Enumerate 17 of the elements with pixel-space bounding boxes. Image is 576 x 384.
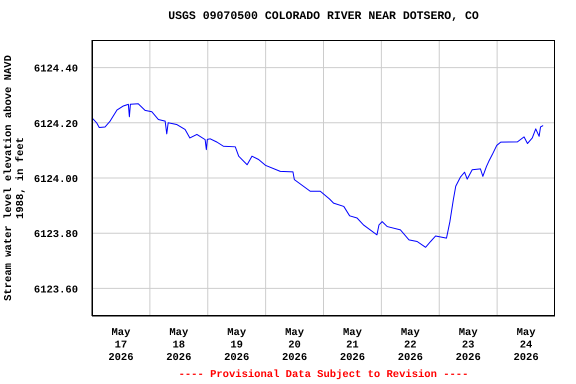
x-tick-label: May 20 2026 [282,327,308,364]
text: ---- Provisional Data Subject to Revision ---- [178,369,470,381]
x-tick-label: May 22 2026 [398,327,423,364]
y-tick-label: 6124.40 [34,64,78,76]
x-tick-label: May 18 2026 [166,327,192,364]
y-axis-title: Stream water level elevation above NAVD 1988, in feet [3,55,27,301]
y-tick-label: 6123.80 [34,229,78,242]
x-tick-label: May 17 2026 [108,327,134,364]
x-tick-label: May 21 2026 [340,327,366,364]
x-tick-label: May 23 2026 [456,327,481,364]
x-tick-label: May 24 2026 [513,327,539,364]
line-series [92,103,544,248]
y-tick-label: 6124.20 [34,118,78,131]
x-tick-label: May 19 2026 [224,327,250,364]
y-tick-label: 6123.60 [34,284,78,296]
chart-title: USGS 09070500 COLORADO RIVER NEAR DOTSERO, CO [167,10,480,23]
y-tick-label: 6124.00 [34,174,78,186]
